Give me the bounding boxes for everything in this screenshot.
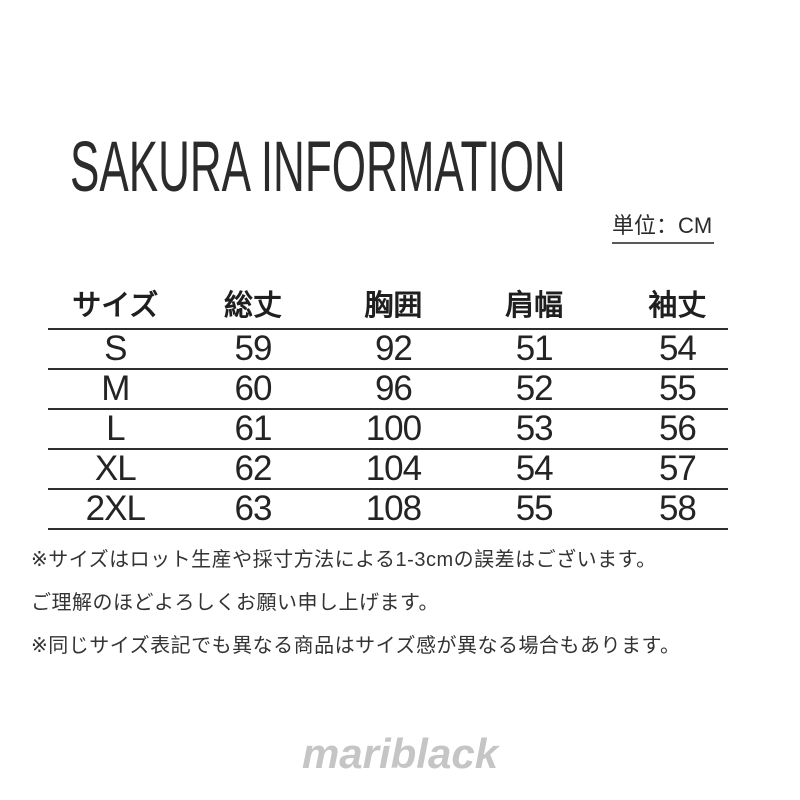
table-row-s: S 59 92 51 54 [48,329,728,370]
table-row-2xl: 2XL 63 108 55 58 [48,489,728,530]
cell-total-length: 60 [234,369,273,408]
cell-shoulder: 55 [515,489,554,528]
cell-size: M [101,369,130,408]
size-table-header-row: サイズ 総丈 胸囲 肩幅 袖丈 [48,278,728,330]
cell-sleeve: 55 [658,369,697,408]
cell-total-length: 61 [234,409,273,448]
column-header-sleeve: 袖丈 [648,290,707,322]
cell-size: S [104,329,127,368]
cell-size: L [106,409,125,448]
cell-shoulder: 51 [515,329,554,368]
cell-sleeve: 58 [658,489,697,528]
cell-sleeve: 57 [658,449,697,488]
cell-size: 2XL [85,489,146,528]
cell-chest: 100 [365,409,422,448]
cell-chest: 108 [365,489,422,528]
cell-size: XL [94,449,137,488]
page-title: SAKURA INFORMATION [70,128,566,207]
note-understanding: ご理解のほどよろしくお願い申し上げます。 [31,592,439,614]
table-row-l: L 61 100 53 56 [48,409,728,450]
cell-shoulder: 54 [515,449,554,488]
cell-total-length: 63 [234,489,273,528]
table-row-xl: XL 62 104 54 57 [48,449,728,490]
cell-shoulder: 53 [515,409,554,448]
notes-section: ※サイズはロット生産や採寸方法による1-3cmの誤差はございます。 ご理解のほど… [31,550,681,679]
column-header-total-length: 総丈 [223,290,282,322]
column-header-shoulder: 肩幅 [505,290,564,322]
cell-shoulder: 52 [515,369,554,408]
brand-watermark: mariblack [301,730,499,777]
cell-total-length: 62 [234,449,273,488]
size-table: サイズ 総丈 胸囲 肩幅 袖丈 S 59 92 51 54 M 60 96 52… [48,278,728,530]
cell-sleeve: 56 [658,409,697,448]
note-size-tolerance: ※サイズはロット生産や採寸方法による1-3cmの誤差はございます。 [31,549,657,571]
cell-chest: 104 [365,449,422,488]
table-row-m: M 60 96 52 55 [48,369,728,410]
cell-chest: 92 [374,329,413,368]
column-header-size: サイズ [72,290,159,322]
cell-total-length: 59 [234,329,273,368]
unit-label: 単位：CM [612,208,715,244]
cell-sleeve: 54 [658,329,697,368]
cell-chest: 96 [374,369,413,408]
column-header-chest: 胸囲 [364,290,423,322]
note-size-variation: ※同じサイズ表記でも異なる商品はサイズ感が異なる場合もあります。 [31,635,681,657]
